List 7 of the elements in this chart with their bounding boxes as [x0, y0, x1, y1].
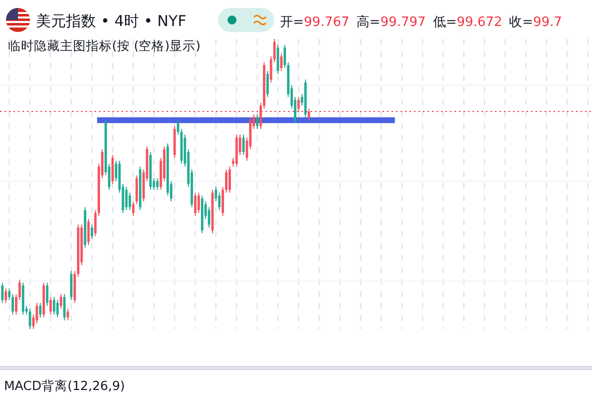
text: 高=99.797	[356, 14, 426, 30]
text: 低=99.672	[432, 15, 502, 30]
chart-subtitle: 临时隐藏主图指标(按 (空格)显示)	[8, 38, 200, 53]
chart-title: 美元指数 • 4时 • NYF	[36, 12, 186, 30]
text: 收=99.7	[509, 15, 562, 30]
text: 开=99.767	[280, 15, 350, 30]
text: MACD背离(12,26,9)	[4, 378, 125, 393]
